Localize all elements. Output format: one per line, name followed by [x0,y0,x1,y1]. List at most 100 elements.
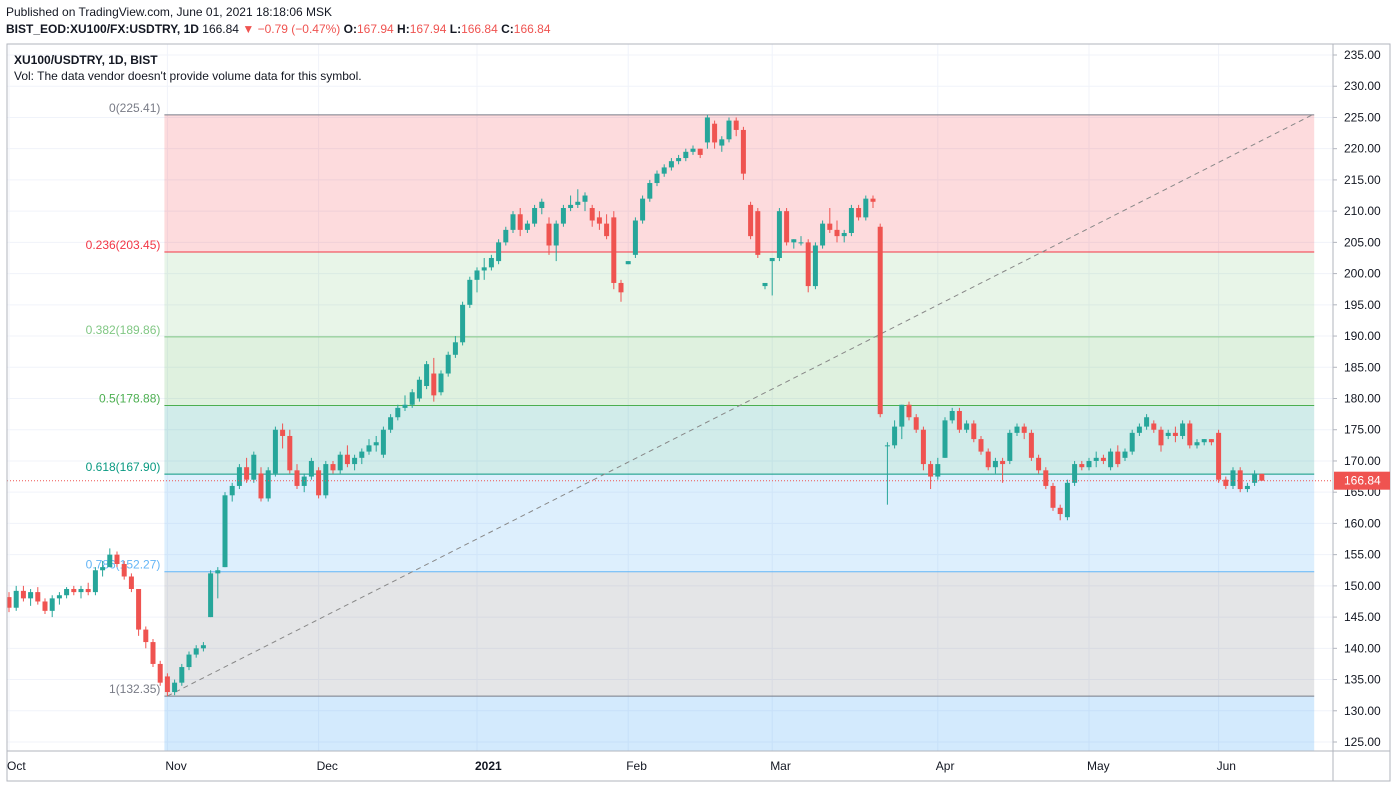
close-value: 166.84 [513,22,551,36]
candle-body [330,464,336,471]
y-tick-label: 190.00 [1344,329,1381,343]
y-tick-label: 230.00 [1344,79,1381,93]
candle-body [474,270,480,280]
y-tick-label: 150.00 [1344,579,1381,593]
x-tick-label: Oct [7,759,26,773]
candle-body [1187,423,1193,446]
candle-body [344,454,350,465]
candle-body [956,410,962,430]
candle-body [1136,426,1142,433]
y-tick-label: 130.00 [1344,704,1381,718]
candle-body [56,595,62,599]
candle-body [1244,485,1250,490]
candle-body [755,211,761,255]
candle-body [834,229,840,237]
fib-level-label: 0.236(203.45) [86,238,161,252]
y-tick-label: 125.00 [1344,735,1381,749]
candle-body [560,208,566,224]
x-tick-label: 2021 [475,759,502,773]
candle-body [150,642,156,664]
candle-body [683,151,689,159]
candle-body [618,282,624,293]
fib-level-label: 0.618(167.90) [86,460,161,474]
axes: 125.00 130.00 135.00 140.00 145.00 150.00 155.… [6,43,1391,782]
y-tick-label: 185.00 [1344,360,1381,374]
candle-body [481,267,487,271]
candle-body [258,473,264,499]
candle-body [28,592,34,599]
candle-body [913,417,919,430]
candle-body [301,476,307,486]
candle-body [1259,473,1265,481]
candle-body [812,245,818,287]
chart-legend: XU100/USDTRY, 1D, BIST Vol: The data ven… [14,53,362,83]
y-tick-label: 170.00 [1344,454,1381,468]
candle-body [1122,451,1128,458]
candle-body [769,257,775,262]
fib-zone [164,405,1315,475]
candle-body [452,342,458,355]
y-tick-label: 160.00 [1344,516,1381,530]
candle-body [71,588,77,593]
y-tick-label: 210.00 [1344,204,1381,218]
last-price-label: 166.84 [1344,474,1381,488]
candle-body [236,467,242,486]
candle-body [820,223,826,246]
candle-body [856,208,862,218]
candle-body [877,226,883,415]
candle-body [460,304,466,343]
candle-body [229,485,235,496]
last-price: 166.84 [202,22,239,36]
candle-body [654,173,660,184]
legend-title: XU100/USDTRY, 1D, BIST [14,53,158,67]
price-change: −0.79 (−0.47%) [257,22,341,36]
x-tick-label: Apr [936,759,955,773]
candle-body [949,410,955,421]
candle-body [272,429,278,474]
candle-body [78,588,84,593]
candle-body [992,460,998,468]
candle-body [337,454,343,471]
candle-body [424,364,430,387]
candle-body [1180,423,1186,436]
candle-body [308,460,314,477]
candle-body [416,379,422,399]
candle-body [776,211,782,258]
fib-retracement[interactable]: 0(225.41) 0.236(203.45) 0.382(189.86) 0.5(1… [86,101,1315,751]
candle-body [438,373,444,393]
y-tick-label: 205.00 [1344,235,1381,249]
candle-body [1158,429,1164,446]
candle-body [762,282,768,287]
y-tick-label: 195.00 [1344,298,1381,312]
candles [6,114,1265,697]
candle-body [92,570,98,593]
symbol-ohlc-line: BIST_EOD:XU100/FX:USDTRY, 1D 166.84 ▼ −0… [6,22,551,36]
candle-body [1064,482,1070,518]
candle-body [373,442,379,446]
y-tick-label: 135.00 [1344,673,1381,687]
candle-body [841,232,847,237]
candle-body [935,464,941,477]
candle-body [114,554,120,565]
candle-body [1050,485,1056,508]
candle-body [244,467,250,480]
candle-body [784,211,790,243]
candle-body [1086,460,1092,468]
y-tick-label: 155.00 [1344,548,1381,562]
candle-body [143,629,149,643]
candle-body [287,435,293,471]
volume-note: Vol: The data vendor doesn't provide vol… [14,69,362,83]
candle-body [13,590,19,608]
x-tick-label: May [1087,759,1110,773]
candle-body [164,676,170,693]
fib-level-label: 0.382(189.86) [86,323,161,337]
fib-zone [164,336,1315,406]
high-value: 167.94 [409,22,447,36]
candle-body [222,495,228,568]
candle-body [985,451,991,468]
candle-body [200,645,206,649]
candle-body [539,201,545,209]
fib-zone [164,696,1315,751]
candle-body [280,429,286,436]
